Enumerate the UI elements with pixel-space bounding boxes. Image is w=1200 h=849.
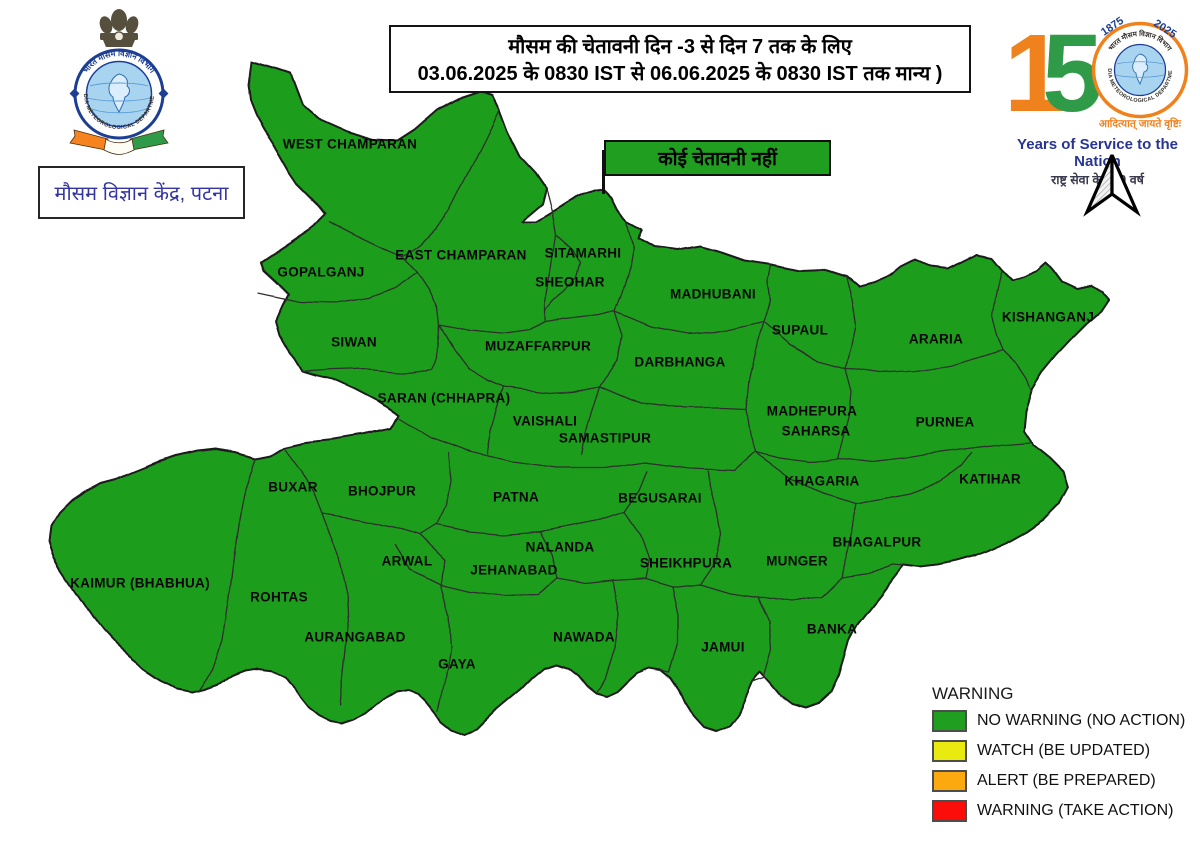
banner-leader-line <box>602 150 605 194</box>
ist-label: IST <box>826 63 858 85</box>
district-label-aurangabad: AURANGABAD <box>304 629 406 645</box>
district-label-kishanganj: KISHANGANJ <box>1001 309 1095 325</box>
legend-item-alert: ALERT (BE PREPARED) <box>932 770 1185 792</box>
anniversary-motto: आदित्यात् जायते वृष्टिः <box>1099 117 1182 130</box>
district-borders <box>197 107 1032 713</box>
legend-swatch-watch <box>932 740 967 762</box>
anniversary-digit-1: 1 <box>1004 12 1065 130</box>
district-label-munger: MUNGER <box>766 553 828 569</box>
imd-150-logo: 1 5 भारत मौसम विज्ञान विभाग INDIA METEOR… <box>998 4 1195 188</box>
district-label-banka: BANKA <box>806 621 858 637</box>
district-label-purnea: PURNEA <box>915 414 975 430</box>
ist-label: IST <box>594 63 626 85</box>
legend-label-warning: WARNING (TAKE ACTION) <box>977 802 1174 819</box>
legend-swatch-alert <box>932 770 967 792</box>
validity-suffix: तक मान्य ) <box>857 63 943 85</box>
ashoka-emblem-icon <box>99 9 139 47</box>
district-label-gopalganj: GOPALGANJ <box>277 264 365 280</box>
district-label-muzaffarpur: MUZAFFARPUR <box>484 338 592 354</box>
imd-logo: भारत मौसम विज्ञान विभाग INDIA METEOROLOG… <box>56 0 180 156</box>
title-box: मौसम की चेतावनी दिन -3 से दिन 7 तक के लि… <box>389 25 971 93</box>
district-label-buxar: BUXAR <box>268 479 318 495</box>
validity-to: से 06.06.2025 के 0830 <box>625 63 827 85</box>
district-label-madhepura: MADHEPURA <box>766 403 858 419</box>
legend-title: WARNING <box>932 684 1014 703</box>
district-label-supaul: SUPAUL <box>771 322 829 338</box>
legend-swatch-warning <box>932 800 967 822</box>
district-label-madhubani: MADHUBANI <box>670 286 756 302</box>
title-line2: 03.06.2025 के 0830 IST से 06.06.2025 के … <box>418 59 943 86</box>
district-label-sheohar: SHEOHAR <box>535 274 605 290</box>
district-label-saharsa: SAHARSA <box>781 423 851 439</box>
legend-label-watch: WATCH (BE UPDATED) <box>977 742 1151 759</box>
district-label-east-champaran: EAST CHAMPARAN <box>395 247 527 263</box>
office-name-box: मौसम विज्ञान केंद्र, पटना <box>38 166 245 219</box>
district-label-vaishali: VAISHALI <box>512 413 578 429</box>
district-label-bhojpur: BHOJPUR <box>347 483 417 499</box>
district-label-kaimur-bhabhua: KAIMUR (BHABHUA) <box>70 575 210 591</box>
district-label-begusarai: BEGUSARAI <box>618 490 702 506</box>
district-label-nawada: NAWADA <box>553 629 615 645</box>
warning-legend: WARNING NO WARNING (NO ACTION) WATCH (BE… <box>932 684 1185 830</box>
district-label-khagaria: KHAGARIA <box>784 473 860 489</box>
legend-item-watch: WATCH (BE UPDATED) <box>932 740 1185 762</box>
title-line1: मौसम की चेतावनी दिन -3 से दिन 7 तक के लि… <box>508 36 852 58</box>
office-name-label: मौसम विज्ञान केंद्र, पटना <box>54 183 229 205</box>
legend-item-warning: WARNING (TAKE ACTION) <box>932 800 1185 822</box>
north-arrow-icon <box>1083 154 1141 217</box>
district-label-saran-chhapra: SARAN (CHHAPRA) <box>377 390 511 406</box>
district-label-samastipur: SAMASTIPUR <box>558 430 652 446</box>
district-label-katihar: KATIHAR <box>959 471 1021 487</box>
district-label-siwan: SIWAN <box>331 334 377 350</box>
status-banner-label: कोई चेतावनी नहीं <box>658 149 777 170</box>
validity-from: 03.06.2025 के 0830 <box>417 63 595 85</box>
imd-ribbon-icon <box>69 129 169 155</box>
status-banner: कोई चेतावनी नहीं <box>604 140 831 176</box>
district-label-araria: ARARIA <box>908 331 964 347</box>
district-label-bhagalpur: BHAGALPUR <box>832 534 922 550</box>
district-label-arwal: ARWAL <box>381 553 433 569</box>
district-label-darbhanga: DARBHANGA <box>634 354 726 370</box>
legend-label-no-warning: NO WARNING (NO ACTION) <box>977 712 1186 729</box>
legend-swatch-no-warning <box>932 710 967 732</box>
legend-label-alert: ALERT (BE PREPARED) <box>977 772 1156 789</box>
district-label-nalanda: NALANDA <box>525 539 595 555</box>
district-label-patna: PATNA <box>493 489 539 505</box>
legend-item-no-warning: NO WARNING (NO ACTION) <box>932 710 1185 732</box>
district-label-jehanabad: JEHANABAD <box>470 562 558 578</box>
district-label-jamui: JAMUI <box>701 639 745 655</box>
district-label-sitamarhi: SITAMARHI <box>544 245 622 261</box>
district-label-sheikhpura: SHEIKHPURA <box>639 555 733 571</box>
district-label-west-champaran: WEST CHAMPARAN <box>282 136 418 152</box>
district-label-gaya: GAYA <box>438 656 476 672</box>
district-label-rohtas: ROHTAS <box>250 589 308 605</box>
